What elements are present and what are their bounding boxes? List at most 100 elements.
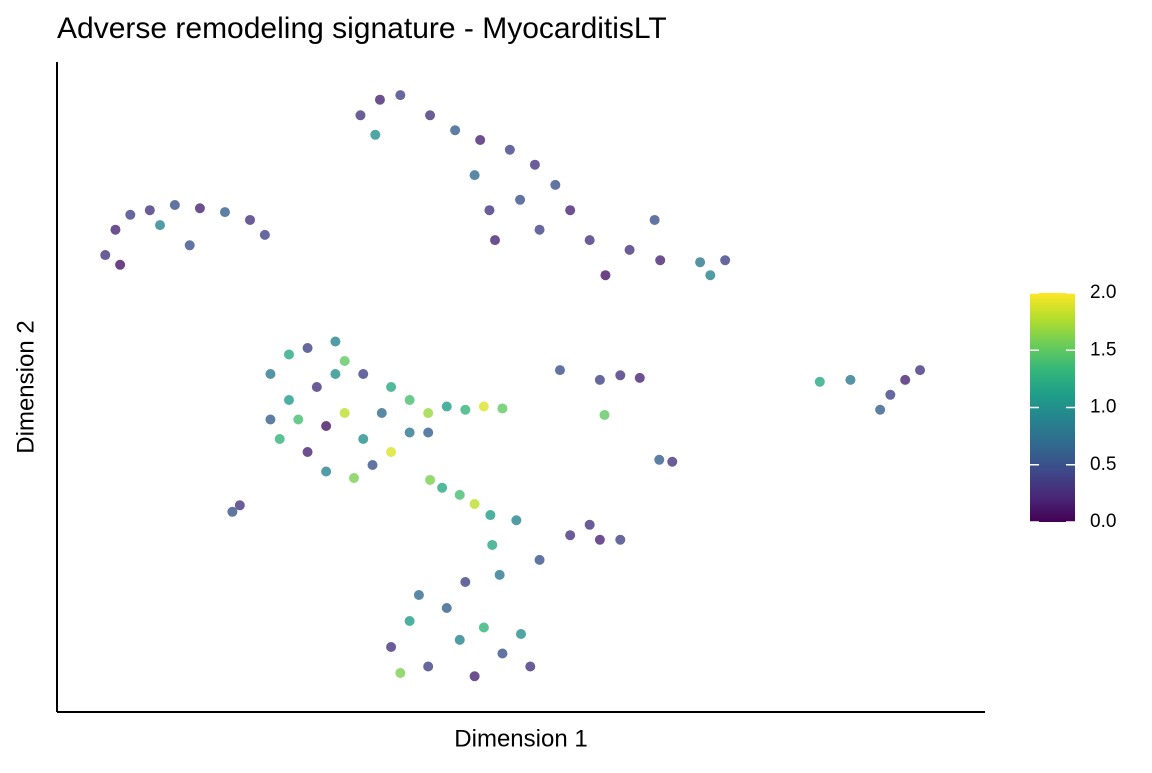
point <box>478 401 489 412</box>
point <box>516 629 526 639</box>
point <box>594 374 605 385</box>
point <box>900 374 911 385</box>
point <box>259 229 270 240</box>
point <box>370 129 381 140</box>
point <box>404 427 415 438</box>
point <box>478 622 489 633</box>
point <box>339 408 350 418</box>
point <box>584 235 595 246</box>
point <box>554 365 565 376</box>
point <box>423 661 434 672</box>
point <box>155 220 166 231</box>
point <box>265 414 276 425</box>
point <box>404 616 415 626</box>
point <box>484 205 495 216</box>
point <box>194 203 205 214</box>
x-axis-label: Dimension 1 <box>454 725 587 752</box>
point <box>234 500 245 511</box>
point <box>404 395 415 405</box>
point <box>311 382 322 392</box>
point <box>599 409 610 420</box>
point <box>441 401 452 412</box>
colorbar-tick-label: 1.5 <box>1090 339 1116 360</box>
point <box>600 270 611 281</box>
point <box>565 205 576 216</box>
y-axis-label: Dimension 2 <box>12 320 39 453</box>
point <box>274 434 285 444</box>
point <box>624 244 635 255</box>
point <box>654 454 665 465</box>
point <box>330 369 341 379</box>
point <box>339 356 350 366</box>
point <box>475 135 486 145</box>
point <box>302 343 313 353</box>
point <box>814 376 825 387</box>
point <box>265 369 276 379</box>
point <box>885 389 896 400</box>
point <box>284 349 294 360</box>
point <box>534 554 545 565</box>
point <box>469 170 480 181</box>
point <box>425 110 436 121</box>
point <box>529 159 540 170</box>
point <box>395 90 406 101</box>
point <box>245 214 256 225</box>
point <box>525 661 536 672</box>
point <box>293 414 304 425</box>
point <box>649 214 660 225</box>
point <box>302 447 313 457</box>
point <box>487 539 498 550</box>
chart-title: Adverse remodeling signature - Myocardit… <box>57 12 667 45</box>
point <box>695 257 706 268</box>
point <box>376 408 387 418</box>
point <box>284 395 294 405</box>
point <box>144 205 155 216</box>
point <box>386 642 397 652</box>
point <box>634 372 645 383</box>
point <box>395 668 406 678</box>
point <box>469 499 480 509</box>
point <box>485 510 496 521</box>
point <box>720 255 731 266</box>
point <box>460 577 471 587</box>
point <box>550 179 561 190</box>
point <box>534 224 545 235</box>
point <box>386 447 397 457</box>
point <box>497 403 508 414</box>
point <box>454 634 465 645</box>
point <box>504 144 515 155</box>
point <box>374 94 385 105</box>
point <box>845 374 856 385</box>
colorbar-tick-label: 2.0 <box>1090 282 1116 303</box>
point <box>330 336 341 347</box>
point <box>494 569 505 580</box>
point <box>321 466 332 477</box>
point <box>497 648 508 659</box>
point <box>425 474 436 485</box>
colorbar-tick-label: 1.0 <box>1090 397 1116 418</box>
point <box>667 456 678 467</box>
point <box>615 534 626 545</box>
point <box>115 259 126 270</box>
point <box>423 427 434 438</box>
point <box>423 408 434 418</box>
point <box>490 235 501 246</box>
colorbar-tick-label: 0.5 <box>1090 454 1116 475</box>
point <box>584 519 595 530</box>
point <box>615 370 626 381</box>
point <box>125 209 136 220</box>
point <box>413 590 424 600</box>
point <box>515 194 526 205</box>
point <box>184 240 195 251</box>
point <box>227 506 238 517</box>
point <box>511 515 522 526</box>
point <box>441 603 452 613</box>
point <box>437 482 448 493</box>
point <box>358 434 369 444</box>
point <box>100 250 111 261</box>
point <box>367 460 378 470</box>
point <box>594 534 605 545</box>
point <box>705 270 716 281</box>
point <box>321 421 332 431</box>
